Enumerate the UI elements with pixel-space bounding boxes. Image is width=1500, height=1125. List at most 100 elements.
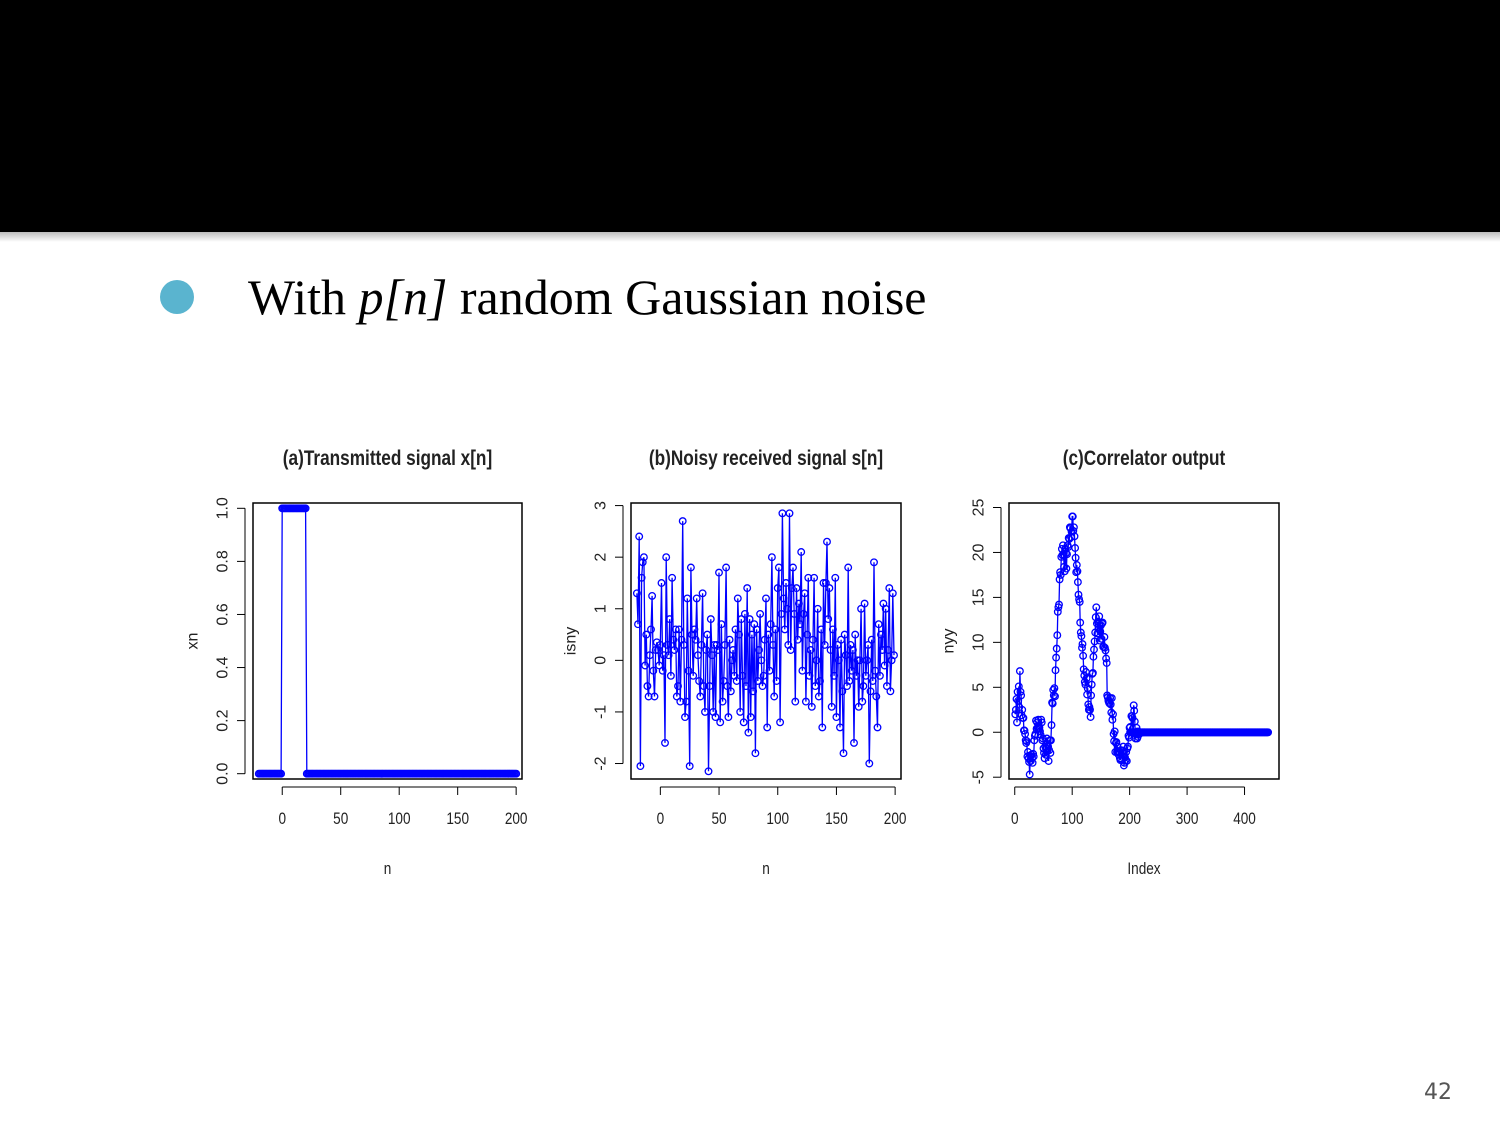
- chart-3-data-point: [1029, 752, 1038, 761]
- chart-2-data-point: [740, 609, 749, 618]
- chart-2-data-point: [786, 646, 795, 654]
- chart-2-x-tick-label: 50: [711, 810, 726, 829]
- chart-3-data-point: [1130, 706, 1139, 715]
- chart-3-data-point: [1016, 687, 1025, 696]
- chart-3-data-point: [1022, 737, 1031, 746]
- chart-2-data-point: [825, 584, 834, 593]
- chart-1-y-tick-label: 0.0: [215, 762, 232, 784]
- chart-2-data-point: [668, 573, 677, 582]
- chart-2-data-point: [767, 553, 776, 562]
- chart-3-data-point: [1102, 654, 1111, 663]
- chart-3-data-point: [1107, 708, 1116, 717]
- chart-3-frame: [1008, 502, 1280, 780]
- bullet-row: With p[n] random Gaussian noise: [160, 262, 926, 332]
- chart-2-data-point: [752, 625, 761, 634]
- chart-2-data-point: [796, 620, 804, 629]
- chart-1-data-point: [301, 504, 310, 513]
- chart-2-data-point: [762, 594, 770, 603]
- chart-2-y-tick-label: -1: [593, 705, 610, 719]
- chart-2-data-point: [793, 635, 802, 644]
- chart-3-data-point: [1071, 553, 1080, 562]
- chart-3-data-point: [1018, 705, 1027, 714]
- chart-3-x-tick-label: 300: [1176, 810, 1199, 829]
- chart-2-data-point: [735, 630, 743, 639]
- chart-3-data-point: [1088, 668, 1097, 677]
- bullet-math: p[n]: [358, 269, 448, 325]
- chart-2-data-point: [841, 651, 850, 660]
- chart-2-data-point: [710, 640, 719, 649]
- chart-2-data-point: [828, 625, 837, 634]
- chart-2-data-point: [776, 718, 785, 727]
- chart-3-x-tick-label: 0: [1011, 810, 1019, 829]
- chart-2-data-point: [771, 625, 780, 634]
- chart-2-data-point: [875, 671, 884, 680]
- chart-2-data-point: [637, 573, 646, 582]
- chart-2-data-point: [787, 584, 796, 593]
- chart-2-data-point: [661, 738, 669, 747]
- chart-2-data-point: [665, 615, 674, 624]
- chart-2-data-point: [647, 625, 655, 634]
- chart-3-data-point: [1025, 770, 1034, 779]
- chart-3-data-point: [1087, 680, 1096, 689]
- chart-2-data-point: [658, 666, 667, 675]
- chart-2-data-point: [848, 646, 857, 654]
- chart-2-data-point: [670, 646, 679, 654]
- chart-2-data-point: [851, 630, 860, 639]
- chart-2-data-point: [691, 635, 700, 644]
- chart-2-data-point: [769, 640, 777, 649]
- chart-3-data-point: [1087, 691, 1096, 700]
- chart-2-y-tick-label: 2: [593, 553, 610, 562]
- chart-2-data-point: [838, 687, 847, 696]
- chart-2-data-point: [715, 568, 723, 577]
- chart-2-data-point: [779, 594, 788, 603]
- chart-2-data-point: [785, 509, 794, 518]
- chart-2-data-point: [737, 615, 746, 624]
- chart-3-data-point: [1060, 562, 1069, 571]
- chart-3-y-tick-label: 5: [971, 683, 988, 692]
- chart-3-data-point: [1129, 701, 1138, 710]
- chart-2-data-point: [852, 671, 861, 680]
- chart-2-data-point: [696, 692, 705, 701]
- chart-3-data-point: [1098, 618, 1107, 627]
- chart-3-data-point: [1015, 667, 1024, 676]
- chart-2-data-point: [642, 630, 651, 639]
- chart-2-data-point: [871, 666, 880, 675]
- chart-3-y-tick-label: 25: [971, 498, 988, 516]
- chart-2-data-point: [807, 702, 816, 711]
- chart-2-data-point: [763, 723, 772, 732]
- chart-2-data-point: [745, 615, 754, 624]
- chart-2-data-point: [662, 553, 671, 562]
- chart-2-data-point: [701, 707, 709, 716]
- chart-2-data-point: [863, 656, 871, 665]
- chart-2-data-point: [812, 656, 821, 665]
- chart-2-data-point: [725, 635, 734, 644]
- chart-2-data-point: [832, 713, 841, 722]
- chart-2-data-point: [850, 738, 858, 747]
- chart-1-data-point: [277, 769, 286, 778]
- chart-2-data-point: [774, 563, 783, 572]
- chart-3-data-point: [1062, 564, 1071, 573]
- chart-2-data-point: [682, 697, 691, 706]
- chart-2-data-point: [664, 651, 673, 660]
- chart-3-data-point: [1069, 523, 1078, 532]
- chart-2-data-point: [634, 620, 642, 629]
- chart-2-frame: [630, 502, 902, 780]
- chart-3-data-point: [1037, 718, 1046, 727]
- chart-2-data-point: [865, 759, 874, 768]
- chart-3-data-point: [1052, 644, 1061, 653]
- chart-3-data-point: [1071, 544, 1080, 552]
- chart-2-data-point: [726, 687, 735, 696]
- chart-2-data-point: [659, 651, 668, 660]
- chart-3-data-point: [1019, 713, 1028, 722]
- chart-2-data-point: [683, 594, 692, 603]
- chart-1-frame: [252, 502, 523, 780]
- chart-2-data-point: [873, 723, 882, 732]
- chart-2-data-point: [731, 625, 740, 634]
- chart-2-data-point: [751, 749, 760, 758]
- chart-2-data-point: [717, 620, 726, 629]
- chart-3-data-point: [1051, 666, 1060, 675]
- chart-2-data-point: [753, 677, 762, 685]
- chart-2-data-point: [675, 625, 684, 634]
- chart-3-y-tick-label: 0: [971, 728, 988, 737]
- chart-2-data-point: [671, 625, 680, 634]
